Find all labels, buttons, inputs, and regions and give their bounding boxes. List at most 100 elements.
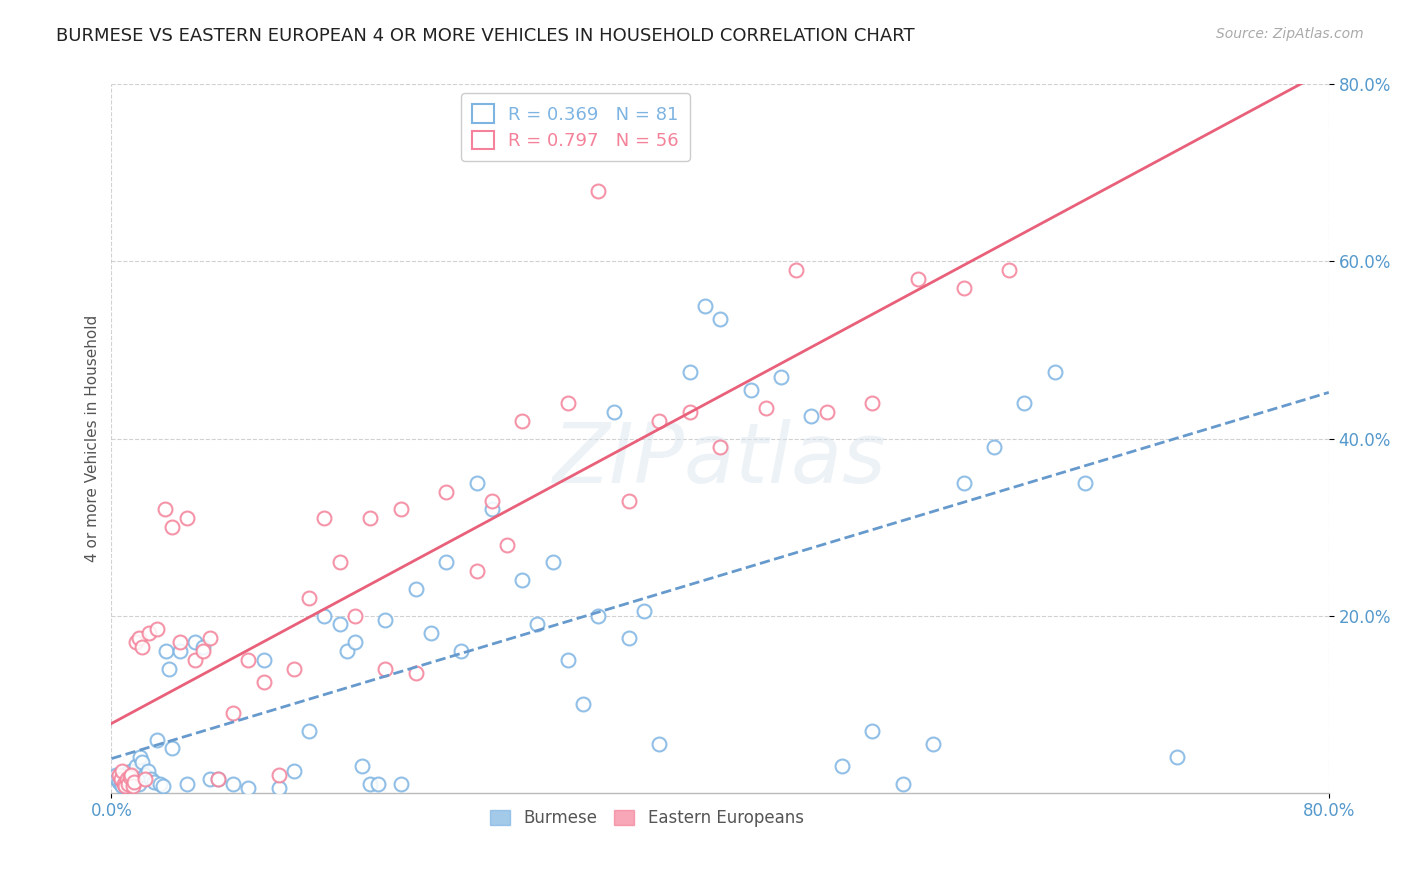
Point <box>891 777 914 791</box>
Y-axis label: 4 or more Vehicles in Household: 4 or more Vehicles in Household <box>86 315 100 562</box>
Point <box>314 608 336 623</box>
Point <box>238 653 260 667</box>
Point <box>298 723 321 738</box>
Point <box>572 697 595 711</box>
Point <box>146 622 169 636</box>
Point <box>149 777 172 791</box>
Point <box>122 768 145 782</box>
Point <box>108 775 131 789</box>
Point <box>115 772 138 787</box>
Point <box>496 538 519 552</box>
Point <box>176 511 198 525</box>
Point <box>139 772 162 787</box>
Point <box>169 644 191 658</box>
Point <box>283 764 305 778</box>
Point <box>557 653 579 667</box>
Point <box>128 777 150 791</box>
Point <box>120 768 142 782</box>
Point <box>112 777 135 791</box>
Point <box>679 405 702 419</box>
Point <box>860 396 883 410</box>
Point <box>104 768 127 782</box>
Point <box>679 365 702 379</box>
Point <box>314 511 336 525</box>
Point <box>117 772 139 787</box>
Point <box>122 775 145 789</box>
Point <box>648 414 671 428</box>
Point <box>252 675 274 690</box>
Point <box>184 635 207 649</box>
Point <box>815 405 838 419</box>
Point <box>465 475 488 490</box>
Text: BURMESE VS EASTERN EUROPEAN 4 OR MORE VEHICLES IN HOUSEHOLD CORRELATION CHART: BURMESE VS EASTERN EUROPEAN 4 OR MORE VE… <box>56 27 915 45</box>
Point <box>693 299 716 313</box>
Point <box>1043 365 1066 379</box>
Point <box>510 414 533 428</box>
Point <box>222 777 245 791</box>
Point <box>389 502 412 516</box>
Point <box>267 768 290 782</box>
Point <box>481 502 503 516</box>
Point <box>155 644 177 658</box>
Point <box>131 755 153 769</box>
Point <box>420 626 443 640</box>
Point <box>709 441 731 455</box>
Point <box>367 777 389 791</box>
Point <box>831 759 853 773</box>
Point <box>343 635 366 649</box>
Point <box>120 764 142 778</box>
Point <box>709 312 731 326</box>
Point <box>336 644 359 658</box>
Point <box>998 263 1021 277</box>
Point <box>238 781 260 796</box>
Point <box>117 777 139 791</box>
Point <box>588 184 610 198</box>
Point <box>922 737 945 751</box>
Point <box>588 608 610 623</box>
Point <box>121 770 143 784</box>
Point <box>134 772 156 787</box>
Point <box>785 263 807 277</box>
Point <box>200 631 222 645</box>
Point <box>111 779 134 793</box>
Point <box>617 493 640 508</box>
Legend: Burmese, Eastern Europeans: Burmese, Eastern Europeans <box>484 803 810 834</box>
Point <box>481 493 503 508</box>
Point <box>136 764 159 778</box>
Point <box>526 617 548 632</box>
Point <box>128 631 150 645</box>
Point <box>125 635 148 649</box>
Text: Source: ZipAtlas.com: Source: ZipAtlas.com <box>1216 27 1364 41</box>
Point <box>405 582 427 596</box>
Point <box>1074 475 1097 490</box>
Point <box>352 759 374 773</box>
Point <box>111 764 134 778</box>
Point <box>138 626 160 640</box>
Point <box>359 511 381 525</box>
Point <box>405 666 427 681</box>
Point <box>983 441 1005 455</box>
Point <box>755 401 778 415</box>
Point <box>107 772 129 787</box>
Point <box>298 591 321 605</box>
Point <box>252 653 274 667</box>
Point <box>389 777 412 791</box>
Point <box>146 732 169 747</box>
Point <box>1014 396 1036 410</box>
Point <box>602 405 624 419</box>
Point <box>191 640 214 654</box>
Point <box>127 772 149 787</box>
Text: ZIPatlas: ZIPatlas <box>554 419 887 500</box>
Point <box>434 484 457 499</box>
Point <box>329 617 352 632</box>
Point <box>907 272 929 286</box>
Point <box>541 556 564 570</box>
Point <box>162 520 184 534</box>
Point <box>114 777 136 791</box>
Point <box>131 640 153 654</box>
Point <box>617 631 640 645</box>
Point <box>207 772 229 787</box>
Point <box>207 772 229 787</box>
Point <box>800 409 823 424</box>
Point <box>374 613 396 627</box>
